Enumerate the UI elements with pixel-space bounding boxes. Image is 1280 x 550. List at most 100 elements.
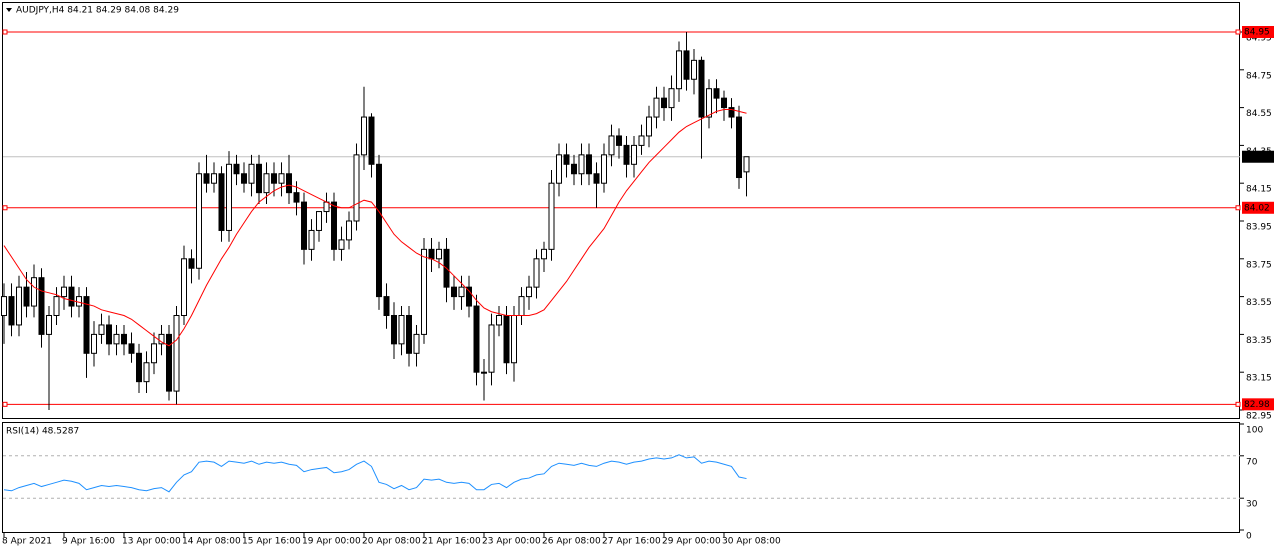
candle-body [608,135,615,156]
y-tick-label: 83.75 [1246,260,1272,270]
candle-body [548,182,555,250]
candle-body [263,173,270,194]
candle-body [556,154,562,184]
x-tick-label: 23 Apr 00:00 [482,537,541,547]
price-panel-frame [2,2,1240,419]
candle-body [293,192,300,203]
candle-body [128,343,135,354]
level-label: 84.02 [1244,203,1270,213]
level-handle [2,205,8,211]
candle-body [683,50,690,80]
candle-body [721,97,727,109]
level-handle [2,29,8,35]
x-tick-label: 27 Apr 16:00 [602,537,661,547]
candle-body [436,248,442,260]
candle-body [113,333,120,345]
candle-body [98,324,105,335]
y-tick-label: 30 [1246,500,1258,510]
candle-body [346,220,352,241]
candle-body [526,286,532,298]
candle-body [61,286,67,298]
candle-body [46,315,52,335]
candle-body [406,315,412,354]
candle-body [473,305,480,373]
candle-body [563,154,570,165]
candle-body [503,315,510,364]
x-tick-label: 30 Apr 08:00 [722,537,781,547]
level-handle [1235,29,1241,35]
x-tick-label: 9 Apr 16:00 [62,537,115,547]
candle-body [188,258,195,269]
candle-body [676,50,682,90]
candle-body [631,144,637,165]
candle-body [53,296,60,317]
candle-body [511,315,517,364]
y-tick-label: 83.15 [1246,374,1272,384]
candle-body [121,333,127,345]
candle-body [661,97,667,109]
candle-body [541,248,547,260]
candle-body [248,163,255,184]
candle-body [578,154,585,175]
y-tick-label: 83.55 [1246,298,1272,308]
candle-body [173,315,180,392]
candle-body [428,248,435,260]
candle-body [451,286,457,298]
candle-body [496,315,502,326]
y-tick-label: 84.95 [1246,34,1272,44]
candle-body [151,343,157,364]
candle-body [256,163,262,194]
x-tick-label: 29 Apr 00:00 [662,537,721,547]
level-label-bg [1242,398,1274,411]
candle-body [68,286,75,307]
candle-body [421,248,427,335]
candle-body [218,173,225,231]
x-tick-label: 20 Apr 08:00 [362,537,421,547]
candle-body [38,277,45,335]
candle-body [316,211,322,231]
candle-body [653,97,660,118]
candle-body [601,154,607,184]
x-tick-label: 14 Apr 08:00 [182,537,241,547]
candle-body [391,315,397,345]
x-tick-label: 15 Apr 16:00 [242,537,301,547]
candle-body [271,173,277,184]
candle-body [338,239,345,250]
candle-body [383,296,390,317]
candle-body [706,88,712,118]
y-tick-label: 83.35 [1246,336,1272,346]
candle-body [458,286,465,298]
candle-body [241,173,247,184]
candle-body [481,371,487,374]
y-tick-label: 83.95 [1246,223,1272,233]
candle-body [376,163,382,298]
level-handle [1235,205,1241,211]
candle-body [226,163,232,231]
candle-body [278,173,285,184]
candle-body [23,286,30,307]
candle-body [211,173,217,184]
candle-body [668,88,675,109]
candle-body [413,333,420,354]
moving-average [3,108,747,347]
candle-body [181,258,187,316]
level-label: 82.98 [1244,400,1270,410]
price-label: 84.29 [1244,152,1270,162]
candle-body [91,333,97,354]
candle-body [286,173,292,194]
candle-body [301,201,307,250]
candle-body [16,286,22,326]
candle-body [586,154,592,175]
rsi-line [3,454,747,493]
y-tick-label: 70 [1246,457,1258,467]
candle-body [8,296,15,326]
candle-body [196,173,202,269]
candle-body [353,154,360,222]
candle-body [143,362,150,383]
candle-body [361,116,367,156]
candle-body [713,88,720,99]
candle-body [698,59,705,118]
candle-body [623,144,630,165]
